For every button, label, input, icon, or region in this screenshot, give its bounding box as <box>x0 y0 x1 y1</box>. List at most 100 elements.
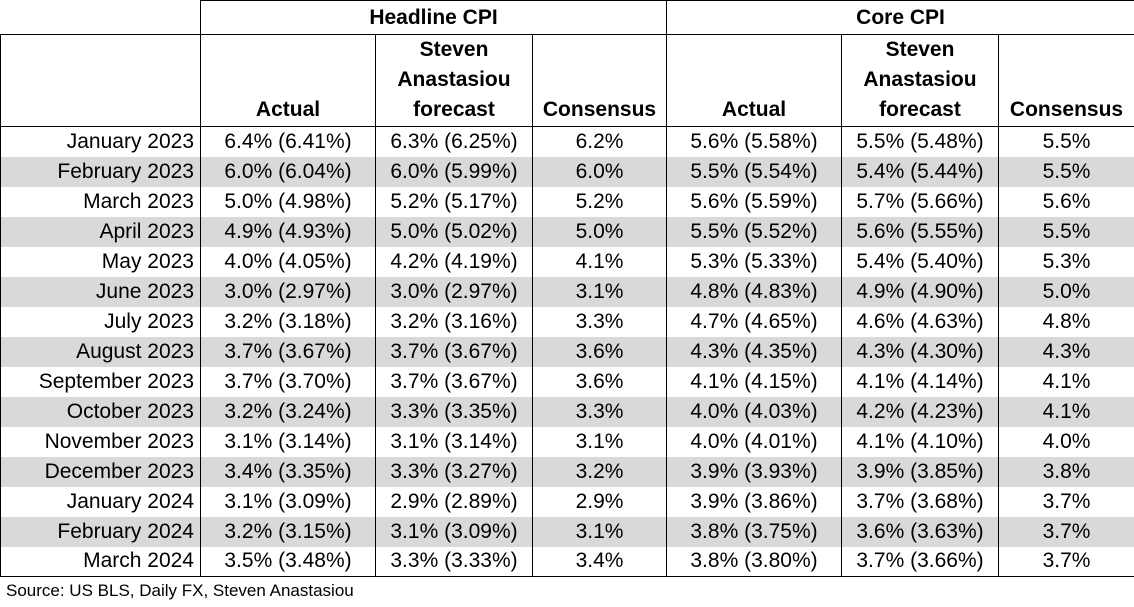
table-cell: 4.8% <box>997 306 1134 337</box>
table-row: January 2024 3.1% (3.09%) 2.9% (2.89%) 2.9%… <box>0 486 1134 517</box>
table-cell: 5.5% <box>997 156 1134 187</box>
table-cell: 4.2% (4.19%) <box>375 246 533 277</box>
table-cell: 5.0% (4.98%) <box>200 186 376 217</box>
row-month-label: September 2023 <box>0 366 201 397</box>
table-cell: 3.6% <box>532 366 667 397</box>
table-cell: 3.1% <box>532 426 667 457</box>
table-cell: 5.6% <box>997 186 1134 217</box>
table-cell: 5.2% (5.17%) <box>375 186 533 217</box>
table-cell: 3.1% <box>532 276 667 307</box>
table-cell: 3.1% (3.09%) <box>200 486 376 517</box>
month-header-cell <box>0 34 201 127</box>
row-month-label: February 2023 <box>0 156 201 187</box>
table-cell: 2.9% <box>532 486 667 517</box>
table-cell: 3.8% (3.75%) <box>666 516 842 547</box>
table-cell: 3.4% <box>532 546 667 577</box>
table-cell: 4.3% (4.35%) <box>666 336 842 367</box>
table-cell: 4.3% <box>997 336 1134 367</box>
table-cell: 3.1% (3.09%) <box>375 516 533 547</box>
table-cell: 6.0% (5.99%) <box>375 156 533 187</box>
table-cell: 3.1% <box>532 516 667 547</box>
table-cell: 3.0% (2.97%) <box>375 276 533 307</box>
table-cell: 4.3% (4.30%) <box>841 336 999 367</box>
table-cell: 3.5% (3.48%) <box>200 546 376 577</box>
group-header-row: Headline CPI Core CPI <box>0 0 1134 35</box>
column-header-text: Steven Anastasiou forecast <box>863 38 977 121</box>
table-body: January 2023 6.4% (6.41%) 6.3% (6.25%) 6.2%… <box>0 126 1134 577</box>
table-cell: 5.5% (5.54%) <box>666 156 842 187</box>
corner-cell <box>0 0 201 35</box>
table-cell: 5.0% <box>997 276 1134 307</box>
column-header-core-forecast: Steven Anastasiou forecast <box>841 34 999 127</box>
table-cell: 3.3% (3.27%) <box>375 456 533 487</box>
source-note: Source: US BLS, Daily FX, Steven Anastas… <box>6 581 354 600</box>
column-header-row: Actual Steven Anastasiou forecast Consen… <box>0 34 1134 127</box>
table-cell: 4.1% <box>997 396 1134 427</box>
table-cell: 4.9% (4.93%) <box>200 216 376 247</box>
table-row: March 2024 3.5% (3.48%) 3.3% (3.33%) 3.4% 3.… <box>0 546 1134 577</box>
table-cell: 3.4% (3.35%) <box>200 456 376 487</box>
table-cell: 3.1% (3.14%) <box>200 426 376 457</box>
row-month-label: December 2023 <box>0 456 201 487</box>
table-cell: 3.7% (3.67%) <box>200 336 376 367</box>
table-cell: 5.4% (5.44%) <box>841 156 999 187</box>
column-header-text: Steven Anastasiou forecast <box>397 38 511 121</box>
row-month-label: August 2023 <box>0 336 201 367</box>
table-cell: 4.2% (4.23%) <box>841 396 999 427</box>
table-cell: 6.3% (6.25%) <box>375 126 533 157</box>
table-row: October 2023 3.2% (3.24%) 3.3% (3.35%) 3.3%… <box>0 396 1134 427</box>
table-cell: 4.0% (4.01%) <box>666 426 842 457</box>
table-cell: 3.8% <box>997 456 1134 487</box>
table-cell: 3.6% (3.63%) <box>841 516 999 547</box>
table-row: February 2023 6.0% (6.04%) 6.0% (5.99%) 6.0… <box>0 156 1134 187</box>
table-cell: 4.8% (4.83%) <box>666 276 842 307</box>
table-cell: 4.9% (4.90%) <box>841 276 999 307</box>
table-cell: 3.3% (3.35%) <box>375 396 533 427</box>
table-cell: 5.0% (5.02%) <box>375 216 533 247</box>
table-cell: 3.8% (3.80%) <box>666 546 842 577</box>
table-row: May 2023 4.0% (4.05%) 4.2% (4.19%) 4.1% 5.3%… <box>0 246 1134 277</box>
cpi-table: Headline CPI Core CPI Actual Steven Anas… <box>0 0 1134 577</box>
table-row: July 2023 3.2% (3.18%) 3.2% (3.16%) 3.3% 4.7… <box>0 306 1134 337</box>
table-cell: 3.7% <box>997 546 1134 577</box>
table-cell: 5.7% (5.66%) <box>841 186 999 217</box>
table-row: December 2023 3.4% (3.35%) 3.3% (3.27%) 3.2… <box>0 456 1134 487</box>
table-cell: 3.3% <box>532 396 667 427</box>
table-cell: 5.5% (5.52%) <box>666 216 842 247</box>
row-month-label: February 2024 <box>0 516 201 547</box>
table-cell: 4.0% (4.03%) <box>666 396 842 427</box>
table-cell: 4.1% (4.10%) <box>841 426 999 457</box>
table-cell: 5.5% <box>997 216 1134 247</box>
table-cell: 3.1% (3.14%) <box>375 426 533 457</box>
table-cell: 3.2% (3.24%) <box>200 396 376 427</box>
table-cell: 3.3% (3.33%) <box>375 546 533 577</box>
row-month-label: June 2023 <box>0 276 201 307</box>
row-month-label: May 2023 <box>0 246 201 277</box>
group-header-core: Core CPI <box>665 0 1134 35</box>
row-month-label: July 2023 <box>0 306 201 337</box>
table-cell: 3.2% (3.18%) <box>200 306 376 337</box>
table-cell: 4.0% (4.05%) <box>200 246 376 277</box>
table-cell: 6.2% <box>532 126 667 157</box>
table-cell: 3.0% (2.97%) <box>200 276 376 307</box>
table-cell: 3.9% (3.86%) <box>666 486 842 517</box>
table-cell: 5.0% <box>532 216 667 247</box>
table-cell: 5.5% (5.48%) <box>841 126 999 157</box>
row-month-label: November 2023 <box>0 426 201 457</box>
table-cell: 5.4% (5.40%) <box>841 246 999 277</box>
table-cell: 2.9% (2.89%) <box>375 486 533 517</box>
table-cell: 3.6% <box>532 336 667 367</box>
table-cell: 6.4% (6.41%) <box>200 126 376 157</box>
table-cell: 3.2% <box>532 456 667 487</box>
table-cell: 4.1% <box>532 246 667 277</box>
table-cell: 3.3% <box>532 306 667 337</box>
table-cell: 4.1% (4.14%) <box>841 366 999 397</box>
table-cell: 3.2% (3.16%) <box>375 306 533 337</box>
column-header-headline-consensus: Consensus <box>532 34 667 127</box>
column-header-headline-forecast: Steven Anastasiou forecast <box>375 34 533 127</box>
row-month-label: March 2023 <box>0 186 201 217</box>
row-month-label: January 2024 <box>0 486 201 517</box>
table-row: February 2024 3.2% (3.15%) 3.1% (3.09%) 3.1… <box>0 516 1134 547</box>
table-cell: 4.1% <box>997 366 1134 397</box>
table-cell: 3.7% (3.67%) <box>375 366 533 397</box>
